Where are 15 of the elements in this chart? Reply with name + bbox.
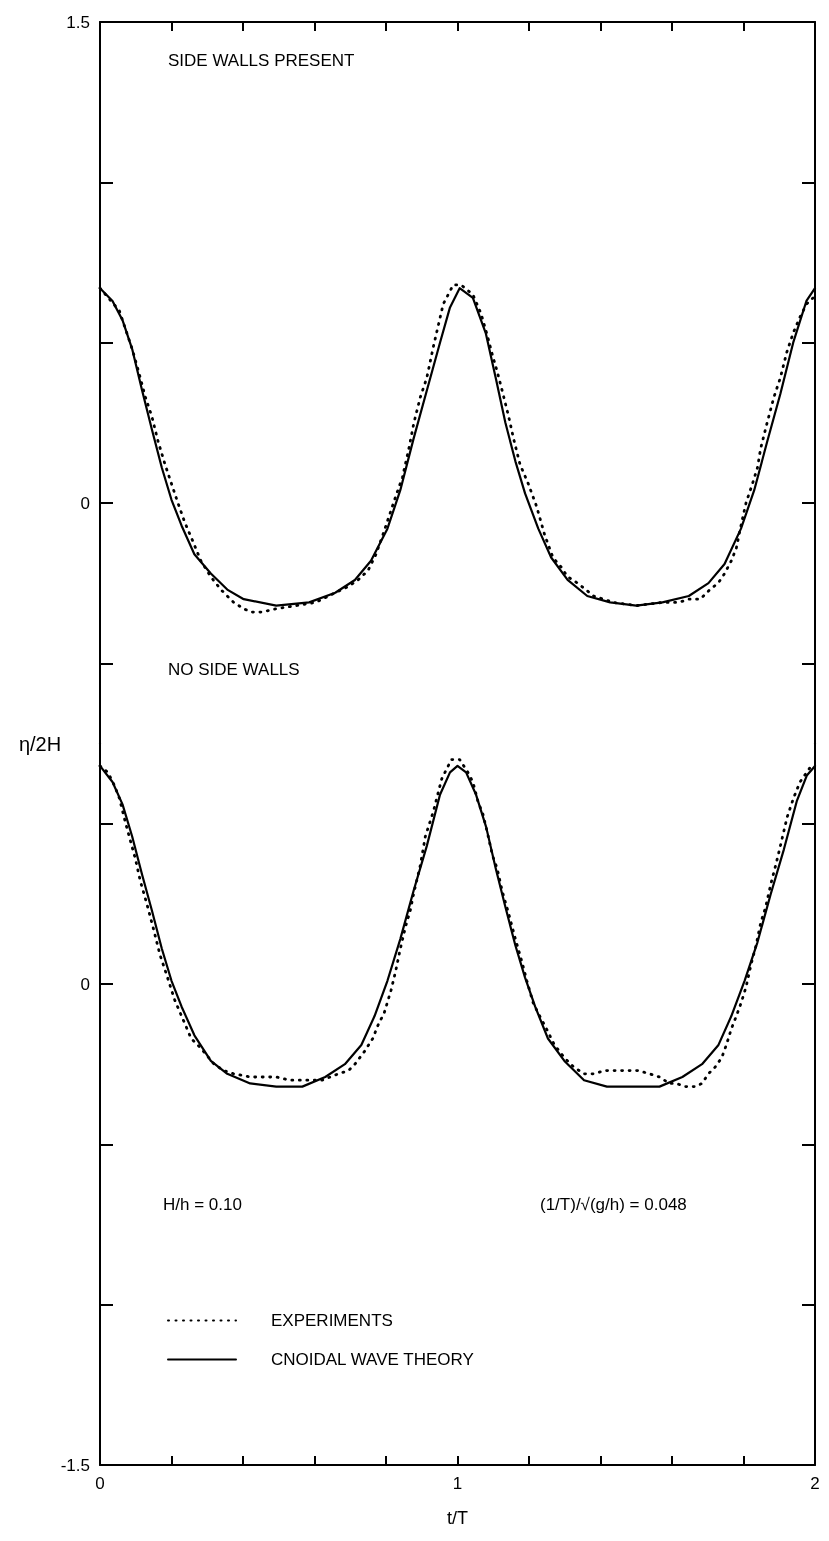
y-tick-label: 0 [80,493,90,513]
legend-label: CNOIDAL WAVE THEORY [271,1350,474,1369]
y-tick-label: -1.5 [60,1455,90,1475]
x-axis-title: t/T [447,1508,468,1528]
annotation: H/h = 0.10 [163,1195,242,1214]
chart-title: NO SIDE WALLS [168,660,300,679]
y-tick-label: 1.5 [66,12,90,32]
y-axis-title: η/2H [18,732,62,755]
x-tick-label: 1 [452,1474,463,1493]
text: SIDE WALLS PRESENT [168,51,355,70]
legend-label: EXPERIMENTS [271,1311,393,1330]
annotation: (1/T)/√(g/h) = 0.048 [540,1195,687,1214]
y-tick-label: 0 [80,974,90,994]
x-tick-label: 0 [95,1474,105,1493]
x-tick-label: 2 [810,1474,820,1493]
